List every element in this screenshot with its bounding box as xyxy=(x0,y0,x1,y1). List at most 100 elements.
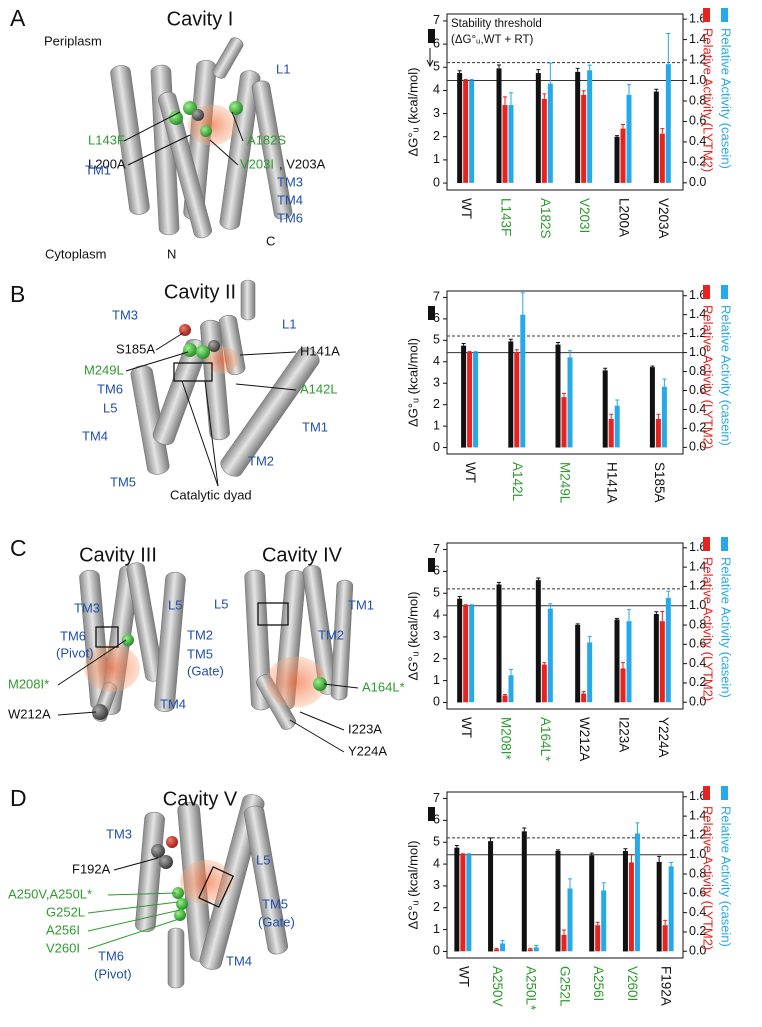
leader-line xyxy=(181,380,219,487)
y-tick-label: 3 xyxy=(433,106,440,120)
bar xyxy=(634,833,640,952)
y-tick-label: 0 xyxy=(433,944,440,958)
legend-label: Relative Activity (LYTM2) xyxy=(701,557,716,701)
residue-label: A250V,A250L* xyxy=(8,886,92,901)
residue-label: TM4 xyxy=(160,696,186,711)
atom-sphere xyxy=(196,345,210,359)
error-bar xyxy=(534,944,539,948)
residue-label: L5 xyxy=(103,400,117,415)
residue-label: Y224A xyxy=(348,743,387,758)
residue-label: , V203A xyxy=(279,156,326,171)
bar xyxy=(527,949,533,952)
helix xyxy=(330,579,354,701)
y-tick-label: 6 xyxy=(433,813,440,827)
error-bar xyxy=(556,849,560,851)
x-tick-label: V260I xyxy=(625,966,640,1001)
residue-label: TM2 xyxy=(318,627,344,642)
bar xyxy=(653,613,659,703)
error-bar xyxy=(497,64,501,69)
y-axis-label: ΔG°ᵤ (kcal/mol) xyxy=(405,338,420,427)
error-bar xyxy=(467,351,472,353)
leader-line xyxy=(127,134,191,166)
bar xyxy=(620,128,626,183)
bar xyxy=(581,94,587,183)
bar xyxy=(541,664,547,703)
bar xyxy=(668,866,674,952)
y2-tick-label: 1.0 xyxy=(689,598,706,612)
error-bar xyxy=(615,135,619,137)
legend-label: Relative Activity (casein) xyxy=(719,305,734,446)
panel-letter: C xyxy=(10,535,27,561)
bar xyxy=(547,83,553,183)
legend-label: Relative Activity (casein) xyxy=(719,806,734,947)
y-axis-label: ΔG°ᵤ (kcal/mol) xyxy=(405,592,420,681)
bar xyxy=(614,136,620,184)
atom-sphere xyxy=(200,125,212,137)
residue-label: A164L* xyxy=(362,679,405,694)
dyad-box xyxy=(173,362,213,382)
bar xyxy=(488,841,494,952)
legend-marker xyxy=(428,807,435,821)
y2-tick-label: 0.6 xyxy=(689,886,706,900)
bar-chart: 0 1 2 3 4 5 6 7 0.0 0.2 0.4 0.6 0.8 1.0 1.2 1.4 1.6 Relat… xyxy=(405,8,734,239)
bar xyxy=(508,105,514,183)
structure-labels: A Cavity I Periplasm L1 L143F A182S L200A V203I… xyxy=(8,5,405,981)
error-bar xyxy=(662,378,667,387)
legend-marker xyxy=(721,285,728,299)
y2-tick-label: 0.0 xyxy=(689,944,706,958)
legend-marker xyxy=(428,558,435,572)
leader-line xyxy=(299,711,345,731)
error-bar xyxy=(627,84,631,95)
y2-tick-label: 0.2 xyxy=(689,924,706,938)
bar xyxy=(473,352,479,448)
y-tick-label: 0 xyxy=(433,695,440,709)
bar xyxy=(541,98,547,183)
bar xyxy=(463,605,469,703)
x-tick-label: WT xyxy=(463,462,478,483)
error-bar xyxy=(542,662,547,665)
residue-label: TM6 xyxy=(97,381,123,396)
y-tick-label: 0 xyxy=(433,440,440,454)
legend-marker xyxy=(721,537,728,551)
residue-label: TM4 xyxy=(82,428,108,443)
bar xyxy=(508,341,514,448)
bar-chart: 0 1 2 3 4 5 6 7 0.0 0.2 0.4 0.6 0.8 1.0 1.2 1.4 1.6 Relat… xyxy=(405,786,734,1011)
y-tick-label: 4 xyxy=(433,354,440,368)
bar xyxy=(601,890,607,952)
plot-frame xyxy=(446,13,684,191)
bar xyxy=(496,68,502,184)
residue-label: TM6 xyxy=(277,210,303,225)
bar xyxy=(469,605,475,703)
y2-tick-label: 1.2 xyxy=(689,828,706,842)
y2-tick-label: 1.0 xyxy=(689,345,706,359)
y-tick-label: 1 xyxy=(433,922,440,936)
residue-label: L5 xyxy=(168,597,182,612)
error-bar xyxy=(548,603,553,609)
error-bar xyxy=(587,64,592,71)
bar xyxy=(466,854,472,952)
error-bar xyxy=(520,292,525,315)
y2-tick-label: 1.0 xyxy=(689,847,706,861)
y-tick-label: 4 xyxy=(433,856,440,870)
error-bar xyxy=(657,855,662,862)
x-tick-label: A142L xyxy=(510,462,525,502)
helix xyxy=(110,65,150,215)
residue-label: A182S xyxy=(247,132,286,147)
leader-line xyxy=(155,332,184,351)
atom-sphere xyxy=(183,343,197,357)
error-bar xyxy=(666,32,671,65)
cavity-title: Cavity IV xyxy=(262,544,343,566)
cavity-title: Cavity V xyxy=(163,788,238,810)
x-tick-label: M249L xyxy=(557,462,572,504)
bar xyxy=(653,91,659,184)
legend-label: Relative Activity (LYTM2) xyxy=(701,305,716,449)
leader-line xyxy=(113,857,159,871)
legend-marker xyxy=(703,285,710,299)
residue-label: G252L xyxy=(46,904,85,919)
y2-tick-label: 1.4 xyxy=(689,559,706,573)
y-tick-label: 5 xyxy=(433,586,440,600)
y-tick-label: 5 xyxy=(433,60,440,74)
error-bar xyxy=(509,92,513,106)
residue-label: A142L xyxy=(300,381,338,396)
